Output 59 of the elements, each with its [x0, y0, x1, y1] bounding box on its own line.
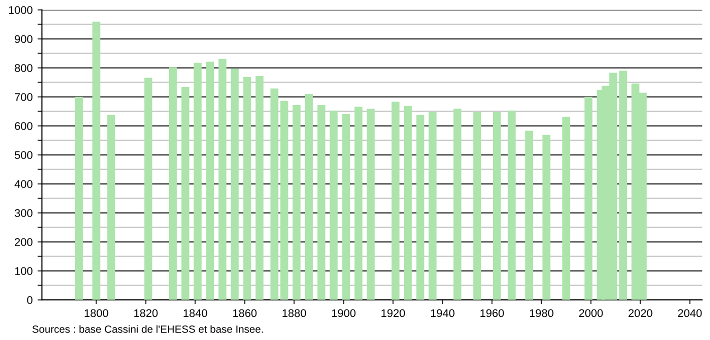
x-tick-label: 1840: [184, 309, 208, 318]
bar: [428, 112, 437, 300]
bar: [92, 22, 100, 300]
x-tick-label: 1960: [480, 309, 504, 318]
x-tick-label: 1800: [84, 309, 108, 318]
bar: [330, 110, 338, 300]
bar: [292, 104, 301, 300]
y-tick-label: 100: [15, 267, 32, 276]
bar: [256, 76, 264, 300]
bar: [473, 112, 482, 300]
bar: [194, 62, 202, 300]
bar: [342, 114, 350, 300]
x-tick-label: 1980: [530, 309, 554, 318]
bar: [280, 100, 288, 300]
bar: [230, 68, 239, 300]
x-tick-label: 1900: [332, 309, 356, 318]
y-tick-label: 600: [14, 122, 32, 130]
bar: [366, 108, 375, 300]
bar: [392, 102, 400, 300]
x-tick-label: 1880: [282, 309, 306, 318]
y-tick-label: 1000: [8, 6, 32, 14]
bar: [584, 96, 592, 300]
y-tick-label: 500: [14, 151, 32, 160]
bar: [508, 110, 516, 300]
source-note: Sources : base Cassini de l'EHESS et base Insee.: [32, 325, 263, 333]
bar: [619, 70, 628, 300]
y-tick-label: 400: [14, 180, 32, 188]
bar: [218, 58, 226, 300]
y-tick-label: 700: [14, 93, 32, 101]
bar: [305, 94, 313, 300]
bar: [542, 134, 550, 300]
y-tick-label: 800: [14, 64, 32, 72]
y-tick-label: 0: [27, 296, 32, 304]
bar: [107, 114, 116, 300]
bar: [492, 112, 501, 300]
x-tick-label: 1820: [134, 309, 158, 318]
bar: [144, 78, 152, 300]
y-tick-label: 900: [14, 35, 32, 43]
bar: [206, 62, 214, 300]
bar: [181, 87, 190, 300]
bar: [169, 67, 177, 300]
y-tick-label: 200: [14, 238, 32, 246]
bar: [404, 106, 412, 300]
x-tick-label: 2020: [628, 309, 652, 318]
bar: [317, 104, 326, 300]
bar: [416, 114, 424, 300]
bar: [270, 88, 278, 300]
x-tick-label: 1860: [233, 309, 257, 318]
x-tick-label: 1920: [382, 309, 405, 318]
bar: [453, 108, 462, 300]
bar: [354, 106, 362, 300]
x-tick-label: 2040: [678, 309, 702, 318]
bar: [562, 116, 570, 300]
bar: [243, 76, 252, 300]
y-tick-label: 300: [14, 209, 32, 218]
x-tick-label: 2000: [579, 309, 603, 318]
bar: [75, 96, 83, 300]
x-tick-label: 1940: [431, 309, 454, 318]
bar: [525, 130, 534, 300]
